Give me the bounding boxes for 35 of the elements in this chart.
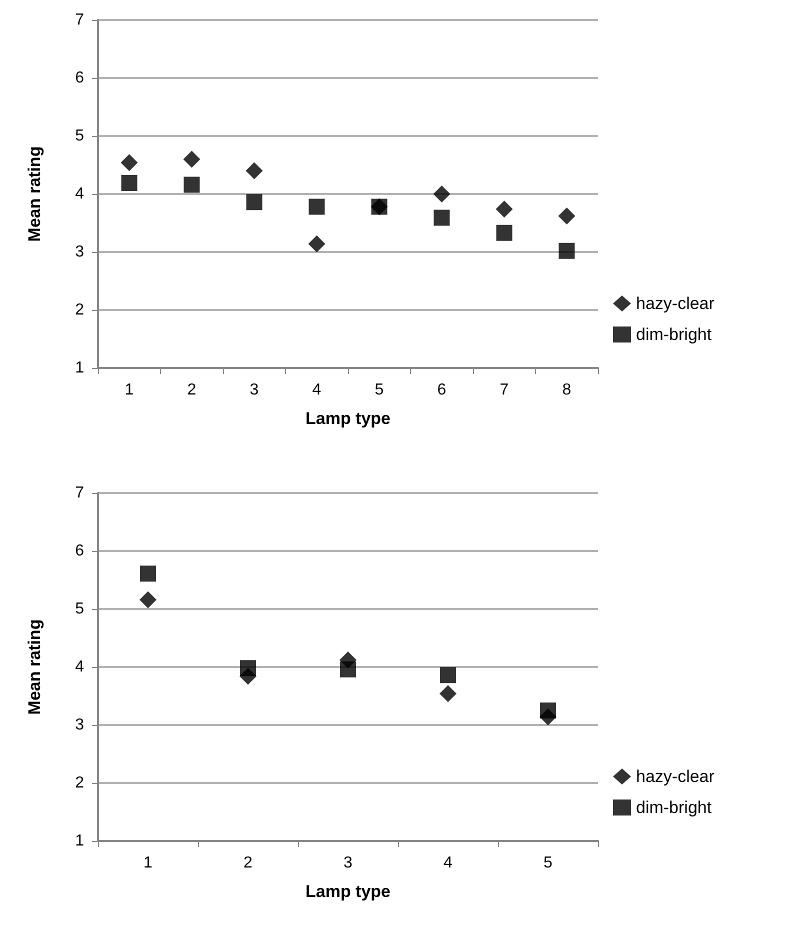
legend-label: dim-bright	[636, 798, 712, 817]
y-tick-label: 7	[75, 12, 84, 28]
x-tick-label: 5	[374, 382, 384, 398]
x-tick-label: 2	[187, 382, 196, 398]
y-tick-label: 1	[75, 360, 84, 376]
y-tick-label: 2	[75, 774, 84, 792]
legend-label: dim-bright	[636, 325, 712, 344]
y-tick-label: 5	[75, 600, 84, 618]
x-tick-label: 4	[444, 854, 453, 872]
x-axis-title: Lamp type	[305, 409, 391, 428]
y-tick-label: 3	[75, 244, 84, 260]
y-tick-label: 7	[75, 484, 84, 502]
y-tick-label: 3	[75, 716, 84, 734]
y-tick-label: 4	[75, 658, 84, 676]
x-tick-label: 1	[144, 854, 153, 872]
legend-label: hazy-clear	[636, 294, 715, 313]
x-tick-label: 7	[500, 382, 509, 398]
y-axis-title: Mean rating	[25, 619, 44, 715]
y-tick-label: 6	[75, 542, 84, 560]
x-tick-label: 1	[124, 382, 134, 398]
x-tick-label: 4	[312, 382, 322, 398]
y-tick-label: 4	[75, 186, 84, 202]
y-axis-title: Mean rating	[25, 146, 44, 242]
y-tick-label: 5	[75, 128, 84, 144]
y-tick-label: 6	[75, 70, 84, 86]
x-tick-label: 3	[250, 382, 259, 398]
x-tick-label: 6	[437, 382, 446, 398]
y-tick-label: 1	[75, 832, 84, 850]
x-tick-label: 8	[562, 382, 572, 398]
x-axis-title: Lamp type	[305, 882, 391, 901]
legend-label: hazy-clear	[636, 767, 715, 786]
x-tick-label: 3	[344, 854, 353, 872]
x-tick-label: 2	[244, 854, 253, 872]
x-tick-label: 5	[544, 854, 553, 872]
y-tick-label: 2	[75, 302, 84, 318]
